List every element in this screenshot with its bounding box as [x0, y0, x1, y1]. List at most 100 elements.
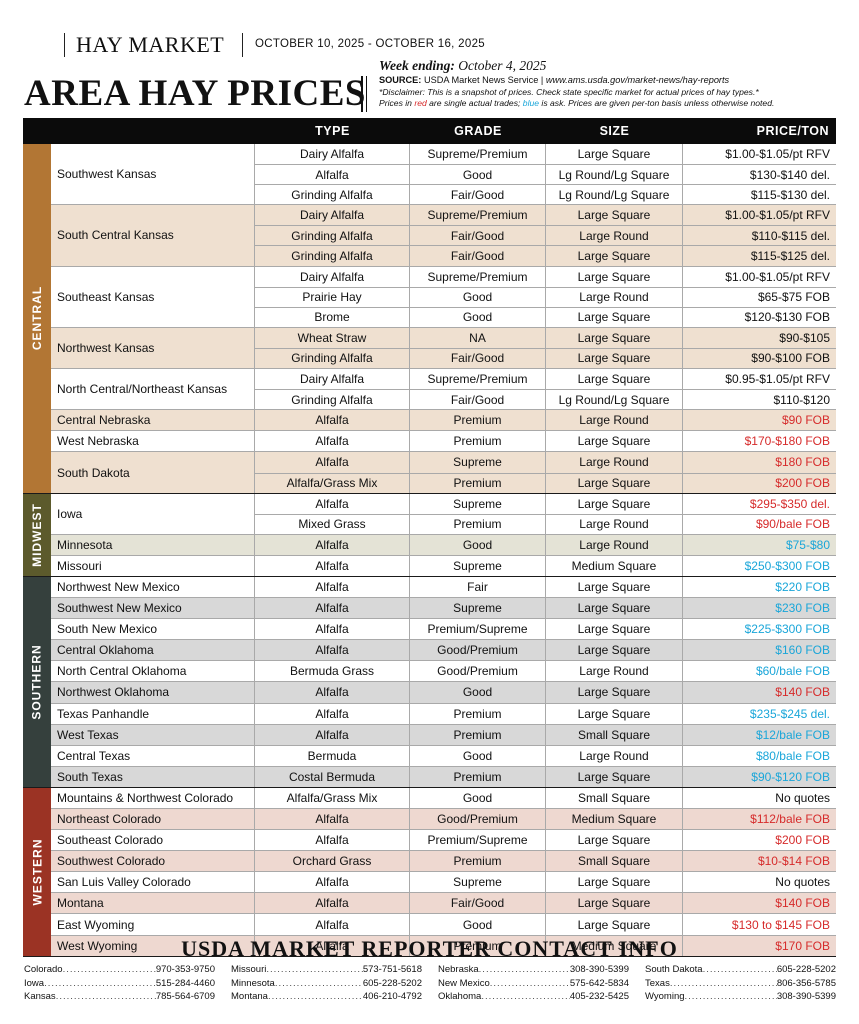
location-name: Northwest Kansas — [51, 327, 255, 369]
grade-cell: Premium — [410, 851, 546, 872]
legend-blue-word: blue — [522, 98, 540, 108]
grade-cell: Supreme/Premium — [410, 144, 546, 165]
contact-phone: 515-284-4460 — [155, 977, 215, 989]
grade-cell: Premium — [410, 766, 546, 787]
grade-cell: Premium — [410, 431, 546, 452]
price-cell: $140 FOB — [775, 685, 830, 700]
table-row: Alfalfa Good Lg Round/Lg Square $130-$140 d… — [255, 164, 836, 185]
price-cell: $160 FOB — [775, 643, 830, 658]
grade-cell: Premium — [410, 514, 546, 534]
region-name: MIDWEST — [30, 502, 45, 567]
price-cell: $12/bale FOB — [755, 727, 830, 742]
grade-cell: Fair/Good — [410, 226, 546, 246]
location-name: West Texas — [51, 724, 255, 745]
location-group: West Texas Alfalfa Premium Small Square $12/… — [51, 723, 836, 745]
region-rows: Iowa Alfalfa Supreme Large Square $295-$350 … — [51, 493, 836, 576]
header-region-spacer — [23, 118, 51, 144]
contact-entry: Kansas 785-564-6709 — [24, 990, 215, 1004]
price-cell: $250-$300 FOB — [744, 558, 830, 573]
size-cell: Large Square — [546, 327, 683, 348]
location-group: Iowa Alfalfa Supreme Large Square $295-$350 … — [51, 493, 836, 534]
location-rows: Alfalfa Supreme Large Square No quotes — [255, 872, 836, 893]
location-group: Minnesota Alfalfa Good Large Round $75-$80 — [51, 533, 836, 555]
size-cell: Medium Square — [546, 935, 683, 956]
size-cell: Large Square — [546, 307, 683, 327]
location-name: Minnesota — [51, 534, 255, 555]
location-group: Missouri Alfalfa Supreme Medium Square $250-… — [51, 554, 836, 576]
hay-type-cell: Dairy Alfalfa — [255, 205, 410, 226]
legend-text-1: Prices in — [379, 98, 415, 108]
region-label: WESTERN — [23, 787, 51, 956]
contact-entry: New Mexico 575-642-5834 — [438, 977, 629, 991]
price-cell: $80/bale FOB — [755, 748, 830, 763]
header-price: PRICE/TON — [756, 124, 829, 138]
price-cell: $130 to $145 FOB — [731, 917, 830, 932]
price-cell: $90 FOB — [781, 413, 830, 428]
table-row: Grinding Alfalfa Fair/Good Large Round $110… — [255, 225, 836, 246]
location-rows: Costal Bermuda Premium Large Square $90-$12… — [255, 766, 836, 787]
table-row: Alfalfa Good Large Round $75-$80 — [255, 534, 836, 555]
size-cell: Large Round — [546, 514, 683, 534]
location-name: South Central Kansas — [51, 205, 255, 266]
location-name: Missouri — [51, 555, 255, 576]
table-row: Alfalfa Premium Large Square $170-$180 FOB — [255, 431, 836, 452]
grade-cell: Good — [410, 914, 546, 935]
size-cell: Large Square — [546, 369, 683, 390]
contact-phone: 406-210-4792 — [362, 991, 422, 1002]
price-cell: $220 FOB — [775, 580, 830, 595]
size-cell: Large Square — [546, 682, 683, 703]
grade-cell: Supreme — [410, 493, 546, 514]
hay-type-cell: Brome — [255, 307, 410, 327]
location-rows: Alfalfa Premium Large Round $90 FOB — [255, 410, 836, 431]
dot-leader — [479, 963, 570, 977]
hay-type-cell: Alfalfa — [255, 431, 410, 452]
hay-type-cell: Prairie Hay — [255, 287, 410, 307]
size-cell: Large Square — [546, 872, 683, 893]
hay-type-cell: Alfalfa/Grass Mix — [255, 787, 410, 808]
table-row: Alfalfa/Grass Mix Good Small Square No quot… — [255, 787, 836, 808]
price-cell: $200 FOB — [775, 833, 830, 848]
price-cell: $235-$245 del. — [749, 706, 830, 721]
contact-list: Colorado970-353-9750Iowa515-284-4460Kans… — [24, 963, 836, 1004]
table-row: Alfalfa Premium/Supreme Large Square $200 F… — [255, 830, 836, 851]
contact-entry: Wyoming 308-390-5399 — [645, 990, 836, 1004]
size-cell: Large Round — [546, 226, 683, 246]
contact-phone: 308-390-5399 — [776, 991, 836, 1002]
table-row: Alfalfa Good/Premium Medium Square $112/bal… — [255, 809, 836, 830]
source-separator: | — [540, 75, 544, 85]
size-cell: Large Round — [546, 661, 683, 682]
table-row: Dairy Alfalfa Supreme/Premium Large Square… — [255, 205, 836, 226]
size-cell: Large Round — [546, 287, 683, 307]
size-cell: Small Square — [546, 851, 683, 872]
grade-cell: Good — [410, 287, 546, 307]
location-rows: Dairy Alfalfa Supreme/Premium Large Square… — [255, 266, 836, 327]
hay-type-cell: Wheat Straw — [255, 327, 410, 348]
location-name: Southwest Kansas — [51, 144, 255, 205]
table-row: Brome Good Large Square $120-$130 FOB — [255, 306, 836, 327]
hay-type-cell: Grinding Alfalfa — [255, 185, 410, 205]
location-rows: Wheat Straw NA Large Square $90-$105 Grindin… — [255, 327, 836, 369]
price-cell: $0.95-$1.05/pt RFV — [725, 372, 830, 387]
contact-phone: 405-232-5425 — [569, 991, 629, 1002]
table-row: Alfalfa Supreme Medium Square $250-$300 FOB — [255, 555, 836, 576]
price-cell: $225-$300 FOB — [744, 622, 830, 637]
location-name: Northeast Colorado — [51, 809, 255, 830]
contact-state: Oklahoma — [438, 991, 482, 1002]
price-cell: $295-$350 del. — [749, 496, 830, 511]
size-cell: Large Square — [546, 431, 683, 452]
contact-entry: Iowa 515-284-4460 — [24, 977, 215, 991]
hay-price-table: TYPE GRADE SIZE PRICE/TON CENTRAL Southwe… — [23, 118, 836, 957]
grade-cell: Fair/Good — [410, 246, 546, 266]
location-group: Southeast Kansas Dairy Alfalfa Supreme/Pre… — [51, 265, 836, 327]
hay-type-cell: Costal Bermuda — [255, 766, 410, 787]
dot-leader — [685, 990, 777, 1004]
table-row: Alfalfa Premium/Supreme Large Square $225-$… — [255, 619, 836, 640]
source-url[interactable]: www.ams.usda.gov/market-news/hay-reports — [545, 75, 730, 85]
table-row: Dairy Alfalfa Supreme/Premium Large Square… — [255, 266, 836, 287]
price-cell: $110-$120 — [773, 392, 831, 407]
size-cell: Medium Square — [546, 809, 683, 830]
price-cell: $90-$100 FOB — [751, 351, 830, 366]
contact-phone: 308-390-5399 — [569, 964, 629, 975]
legend-text-2: are single actual trades; — [426, 98, 523, 108]
contact-phone: 605-228-5202 — [362, 977, 422, 989]
